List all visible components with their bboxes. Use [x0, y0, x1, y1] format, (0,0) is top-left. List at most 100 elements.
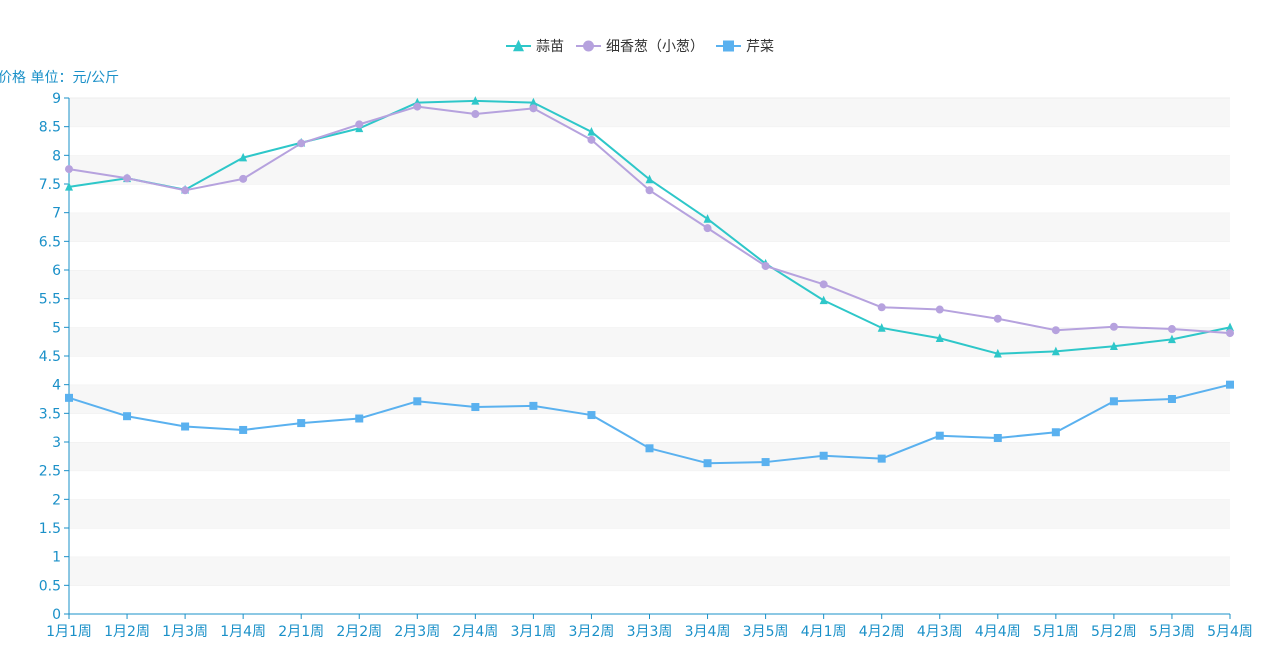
data-point[interactable] [65, 165, 73, 174]
data-point[interactable] [1051, 326, 1060, 335]
data-point [723, 40, 734, 52]
data-point[interactable] [645, 444, 654, 453]
data-point[interactable] [529, 401, 538, 410]
data-point[interactable] [645, 174, 654, 184]
legend[interactable]: 蒜苗 细香葱（小葱） 芹菜 [506, 39, 774, 55]
data-point[interactable] [819, 451, 828, 460]
data-point[interactable] [297, 139, 306, 148]
grid-band [69, 470, 1230, 500]
data-point[interactable] [993, 433, 1002, 442]
data-point[interactable] [645, 186, 654, 195]
x-tick-label: 2月1周 [278, 624, 324, 640]
x-tick-label: 1月1周 [46, 624, 92, 640]
data-point[interactable] [413, 102, 422, 111]
x-tick-label: 5月4周 [1207, 624, 1253, 640]
data-point[interactable] [877, 454, 886, 463]
data-point[interactable] [529, 97, 538, 107]
data-point[interactable] [529, 104, 538, 113]
data-point[interactable] [761, 261, 770, 270]
y-tick-label: 6 [52, 263, 61, 279]
data-point[interactable] [181, 422, 190, 431]
axes: 0 0.5 1 1.5 2 2.5 3 3.5 4 4.5 5 5.5 6 6.5 7 7.5 8 8.5 9 1月1… [39, 91, 1253, 640]
data-point[interactable] [123, 412, 132, 421]
data-point[interactable] [819, 280, 828, 289]
legend-item[interactable]: 蒜苗 [506, 39, 564, 55]
data-point[interactable] [877, 303, 886, 312]
grid-band [69, 98, 1230, 127]
y-tick-label: 6.5 [39, 234, 61, 250]
data-point[interactable] [1167, 325, 1176, 334]
data-point[interactable] [123, 174, 132, 183]
data-point[interactable] [1109, 322, 1118, 331]
x-tick-label: 5月2周 [1091, 624, 1137, 640]
data-point[interactable] [587, 127, 596, 136]
data-point[interactable] [355, 414, 364, 423]
data-point[interactable] [1109, 341, 1118, 351]
data-point[interactable] [1226, 329, 1234, 338]
data-point[interactable] [935, 431, 944, 440]
data-point[interactable] [413, 397, 422, 406]
data-point [513, 39, 524, 52]
y-tick-label: 0.5 [39, 578, 61, 594]
data-point[interactable] [587, 135, 596, 144]
y-tick-label: 0 [52, 607, 61, 623]
data-point[interactable] [819, 295, 828, 305]
data-point[interactable] [471, 403, 480, 412]
y-tick-label: 3.5 [39, 406, 61, 422]
data-point[interactable] [993, 348, 1002, 358]
x-tick-label: 2月2周 [336, 624, 382, 640]
grid-band [69, 212, 1230, 242]
data-point[interactable] [1226, 322, 1234, 332]
data-point[interactable] [239, 425, 248, 434]
data-point[interactable] [181, 186, 190, 195]
data-point[interactable] [761, 458, 770, 467]
data-point[interactable] [239, 174, 248, 183]
data-point[interactable] [355, 120, 364, 129]
data-point[interactable] [703, 459, 712, 468]
data-point[interactable] [587, 411, 596, 420]
data-point[interactable] [703, 214, 712, 223]
x-tick-label: 3月5周 [743, 624, 789, 640]
data-point[interactable] [65, 393, 73, 402]
y-tick-label: 7 [52, 206, 61, 222]
data-point[interactable] [1051, 346, 1060, 356]
data-point[interactable] [1226, 380, 1234, 389]
data-point[interactable] [1167, 395, 1176, 403]
data-point[interactable] [471, 110, 480, 119]
y-tick-label: 5 [52, 320, 61, 336]
grid-band [69, 356, 1230, 385]
grid-band [69, 556, 1230, 586]
data-point[interactable] [935, 305, 944, 314]
x-tick-label: 1月3周 [162, 624, 208, 640]
data-point[interactable] [65, 182, 73, 191]
data-point[interactable] [935, 333, 944, 343]
x-tick-label: 4月4周 [975, 624, 1021, 640]
data-point[interactable] [297, 419, 306, 428]
data-point[interactable] [1109, 397, 1118, 406]
data-point[interactable] [877, 323, 886, 332]
data-point[interactable] [239, 152, 248, 162]
legend-label: 蒜苗 [536, 39, 564, 55]
x-tick-label: 3月2周 [569, 624, 615, 640]
data-point[interactable] [703, 224, 712, 233]
legend-item[interactable]: 芹菜 [716, 39, 774, 55]
grid-band [69, 499, 1230, 528]
data-point[interactable] [1051, 428, 1060, 437]
y-tick-label: 9 [52, 91, 61, 107]
grid-band [69, 585, 1230, 614]
x-tick-label: 5月1周 [1033, 624, 1079, 640]
x-tick-label: 2月3周 [394, 624, 440, 640]
legend-item[interactable]: 细香葱（小葱） [576, 39, 704, 55]
data-point[interactable] [1167, 334, 1176, 344]
y-tick-label: 1.5 [39, 521, 61, 537]
y-tick-label: 8.5 [39, 120, 61, 136]
x-tick-label: 2月4周 [452, 624, 498, 640]
y-axis-label: 价格 单位：元/公斤 [0, 70, 119, 86]
y-tick-label: 7.5 [39, 177, 61, 193]
data-point[interactable] [993, 314, 1002, 323]
x-tick-label: 1月2周 [104, 624, 150, 640]
data-point[interactable] [471, 96, 480, 105]
grid-band [69, 528, 1230, 557]
